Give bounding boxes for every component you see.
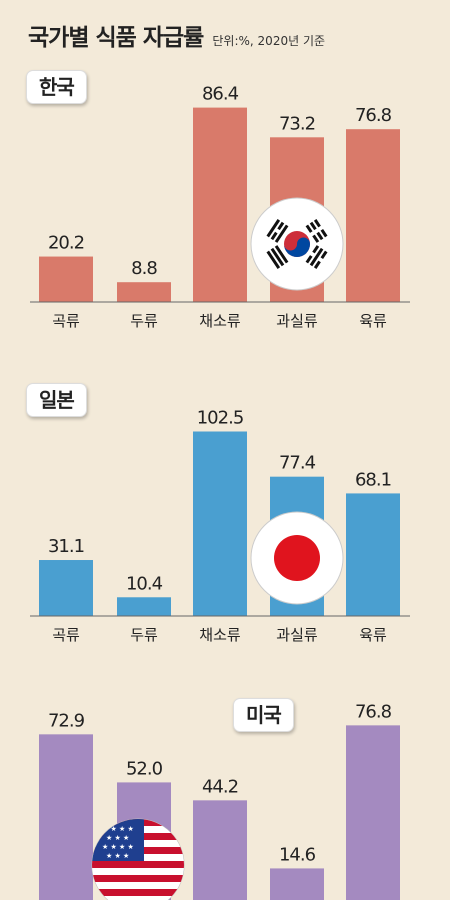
japan-bar-2 [193,431,247,616]
korea-category-label-0: 곡류 [52,312,80,330]
korea-value-label-0: 20.2 [48,233,84,254]
japan-value-label-2: 102.5 [197,408,244,429]
korea-value-label-4: 76.8 [355,105,392,126]
chart-title: 국가별 식품 자급률 [28,25,204,51]
usa-bar-3 [270,868,324,900]
korea-bar-2 [193,107,247,302]
japan-bar-4 [346,493,400,616]
chart-subtitle: 단위:%, 2020년 기준 [212,34,326,48]
svg-text:★ ★ ★ ★: ★ ★ ★ ★ [102,843,134,851]
korea-value-label-2: 86.4 [202,84,239,105]
chart-title-row: 국가별 식품 자급률 단위:%, 2020년 기준 [28,18,325,52]
korea-category-label-1: 두류 [130,312,158,330]
usa-bar-chart: 72.952.044.214.676.8 ★ ★ ★ ★ ★ ★ ★ ★ ★ [39,701,400,900]
svg-text:★ ★ ★: ★ ★ ★ [106,834,129,842]
japan-bar-0 [39,560,93,616]
korea-flag-icon [250,197,344,291]
japan-badge: 일본 [26,383,87,417]
usa-panel: 72.9 52.0 44.2 14.6 76.8 ★ ★ ★ ★ ★ ★ ★ ★ ★ [0,660,450,900]
korea-bar-4 [346,129,400,302]
korea-category-label-3: 과실류 [276,312,318,330]
japan-category-label-0: 곡류 [52,626,80,644]
usa-value-label-2: 44.2 [202,776,238,797]
usa-value-label-4: 76.8 [355,701,392,722]
usa-flag-icon: ★ ★ ★ ★ ★ ★ ★ ★ ★ ★ ★ ★ ★ ★ [91,818,185,900]
japan-value-label-4: 68.1 [355,469,391,490]
japan-category-label-1: 두류 [130,626,158,644]
korea-bar-chart: 20.2 8.8 86.4 73.2 76.8 [30,84,410,330]
usa-bar-2 [193,800,247,900]
usa-value-label-0: 72.9 [48,710,85,731]
usa-value-label-3: 14.6 [279,844,316,865]
japan-value-label-3: 77.4 [279,453,316,474]
usa-bar-4 [346,725,400,900]
japan-category-label-4: 육류 [359,626,387,644]
japan-category-label-2: 채소류 [199,626,241,644]
japan-bar-chart: 31.1 10.4 102.5 77.4 68.1 곡류 두류 채소류 과실류 육류 [30,408,410,644]
japan-value-label-0: 31.1 [48,536,84,557]
japan-panel: 일본 31.1 10.4 102.5 77.4 68.1 곡류 두류 채소류 과실류 육류 [0,340,450,660]
korea-value-label-1: 8.8 [131,258,157,279]
korea-panel: 한국 20.2 8.8 86.4 73.2 76.8 [0,0,450,340]
usa-badge: 미국 [233,698,294,732]
korea-category-label-2: 채소류 [199,312,241,330]
svg-text:★ ★ ★: ★ ★ ★ [106,852,129,860]
japan-bar-1 [117,597,171,616]
korea-value-label-3: 73.2 [279,113,315,134]
usa-bar-0 [39,734,93,900]
korea-bar-1 [117,282,171,302]
japan-category-label-3: 과실류 [276,626,318,644]
korea-badge: 한국 [26,70,87,104]
japan-flag-icon [250,511,344,605]
korea-bar-0 [39,256,93,302]
usa-value-label-1: 52.0 [126,758,163,779]
japan-value-label-1: 10.4 [126,573,163,594]
korea-category-label-4: 육류 [359,312,387,330]
svg-text:★ ★ ★ ★: ★ ★ ★ ★ [102,825,134,833]
